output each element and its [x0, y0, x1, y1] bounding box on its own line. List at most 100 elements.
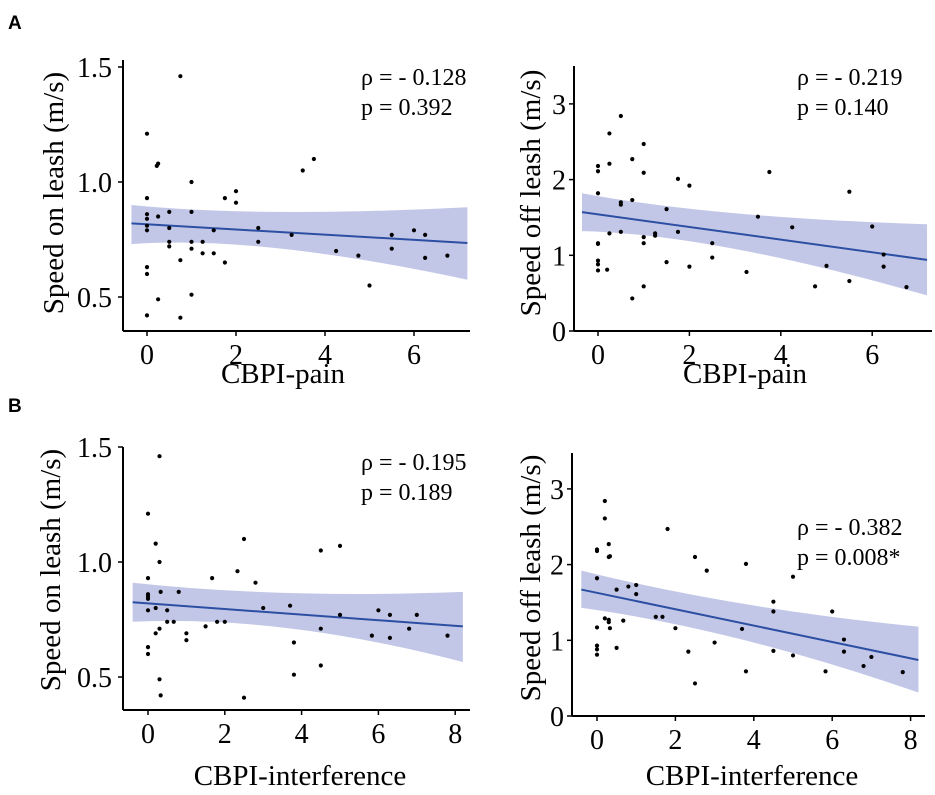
x-axis-label: CBPI-pain: [683, 358, 808, 390]
y-tick-label: 1: [552, 241, 566, 272]
data-point: [744, 269, 749, 275]
data-point: [664, 207, 669, 212]
data-point: [641, 241, 646, 246]
data-point: [144, 196, 150, 201]
data-point: [235, 569, 240, 574]
data-point: [607, 554, 613, 559]
data-point: [144, 271, 150, 277]
x-tick-label: 4: [295, 719, 309, 750]
data-point: [311, 156, 316, 162]
y-tick-label: 1.0: [77, 168, 112, 199]
data-point: [145, 596, 151, 601]
x-tick-label: 8: [448, 719, 462, 750]
data-point: [594, 647, 600, 652]
x-tick-label: 0: [590, 725, 604, 756]
data-point: [369, 633, 374, 638]
data-point: [607, 131, 612, 136]
data-point: [389, 246, 394, 251]
data-point: [692, 554, 698, 560]
data-point: [675, 176, 681, 181]
data-point: [641, 170, 646, 175]
data-point: [153, 541, 158, 546]
panel-letter-b: B: [8, 396, 22, 417]
data-point: [211, 251, 216, 256]
x-tick-label: 0: [141, 719, 155, 750]
data-point: [356, 253, 361, 258]
data-point: [900, 669, 905, 675]
data-point: [594, 643, 600, 648]
data-point: [602, 498, 607, 504]
data-point: [618, 113, 623, 119]
x-axis-label: CBPI-interference: [194, 760, 407, 792]
data-point: [607, 231, 612, 236]
data-point: [687, 264, 692, 269]
data-point: [739, 626, 745, 632]
data-point: [222, 196, 227, 201]
data-point: [710, 255, 715, 260]
data-point: [178, 315, 183, 320]
data-point: [222, 619, 227, 624]
data-point: [790, 225, 795, 230]
y-tick-label: 1: [550, 626, 564, 657]
data-point: [145, 651, 151, 657]
data-point: [630, 197, 635, 203]
data-point: [595, 262, 601, 267]
x-tick-label: 6: [825, 725, 839, 756]
data-point: [870, 224, 875, 229]
data-point: [215, 619, 220, 624]
data-point: [790, 653, 796, 658]
x-axis-label: CBPI-interference: [646, 760, 859, 792]
data-point: [144, 212, 150, 217]
x-tick-label: 4: [774, 340, 788, 371]
data-point: [606, 542, 611, 547]
data-point: [318, 663, 323, 668]
data-point: [665, 526, 670, 532]
data-point: [157, 677, 162, 682]
data-point: [337, 543, 343, 549]
y-axis-label: Speed off leash (m/s): [515, 455, 547, 702]
data-point: [289, 232, 294, 237]
y-tick-label: 0: [550, 702, 564, 733]
regression-line: [581, 588, 919, 661]
data-point: [595, 163, 601, 169]
data-point: [145, 608, 151, 613]
data-point: [158, 589, 163, 595]
y-tick-label: 3: [550, 475, 564, 506]
data-point: [189, 209, 194, 214]
x-tick-label: 4: [747, 725, 761, 756]
data-point: [771, 609, 776, 614]
data-point: [673, 626, 678, 631]
data-point: [156, 214, 161, 219]
y-tick-label: 0: [552, 317, 566, 348]
data-point: [602, 516, 607, 521]
scatter-panel-b-on: 0 2 4 6 8 0.5 1.0 1.5 CBPI-interference Speed on …: [35, 433, 470, 792]
data-point: [156, 161, 161, 166]
data-point: [291, 672, 297, 677]
data-point: [614, 645, 619, 650]
data-point: [869, 654, 874, 660]
x-tick-label: 8: [904, 725, 918, 756]
data-point: [830, 609, 835, 614]
data-point: [261, 605, 266, 611]
data-point: [144, 223, 150, 228]
data-point: [595, 169, 601, 174]
data-point: [200, 239, 205, 244]
data-point: [618, 202, 623, 207]
x-tick-label: 2: [229, 340, 243, 371]
data-point: [156, 297, 161, 302]
data-point: [881, 264, 886, 269]
data-point: [621, 618, 626, 623]
data-point: [824, 263, 829, 268]
data-point: [595, 258, 601, 263]
y-tick-label: 0.5: [77, 283, 112, 314]
data-point: [200, 251, 205, 256]
data-point: [595, 268, 601, 273]
confidence-band: [582, 193, 928, 296]
data-point: [167, 244, 172, 249]
y-tick-label: 1.5: [77, 53, 112, 84]
y-axis-label: Speed on leash (m/s): [38, 72, 70, 314]
data-point: [184, 638, 189, 643]
x-tick-label: 2: [668, 725, 682, 756]
data-point: [687, 183, 692, 188]
data-point: [605, 267, 610, 272]
